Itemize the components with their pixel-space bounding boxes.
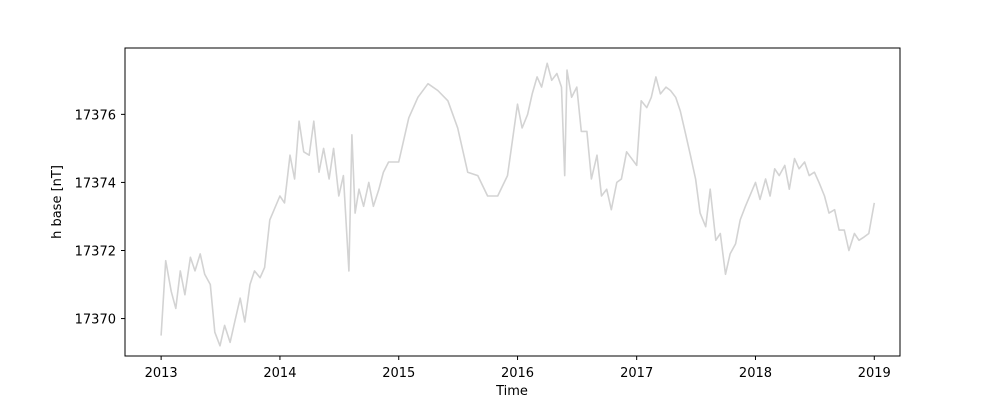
x-tick-label: 2015 [382,366,415,381]
x-tick-label: 2016 [501,366,534,381]
y-axis: 17370 17372 17374 17376 [75,108,125,328]
axes-frame [124,47,901,357]
plot-area [160,62,876,347]
x-tick-label: 2014 [263,366,296,381]
y-tick-label: 17376 [75,108,116,123]
x-tick-label: 2017 [620,366,653,381]
x-tick-label: 2018 [739,366,772,381]
y-tick-label: 17372 [75,244,116,259]
series-line-0 [160,62,876,347]
x-tick-label: 2019 [858,366,891,381]
y-tick-label: 17370 [75,313,116,328]
y-tick-label: 17374 [75,176,116,191]
y-axis-label: h base [nT] [50,165,65,239]
x-axis: 2013 2014 2015 2016 2017 2018 2019 [145,356,891,381]
x-tick-label: 2013 [145,366,178,381]
x-axis-label: Time [495,384,528,399]
